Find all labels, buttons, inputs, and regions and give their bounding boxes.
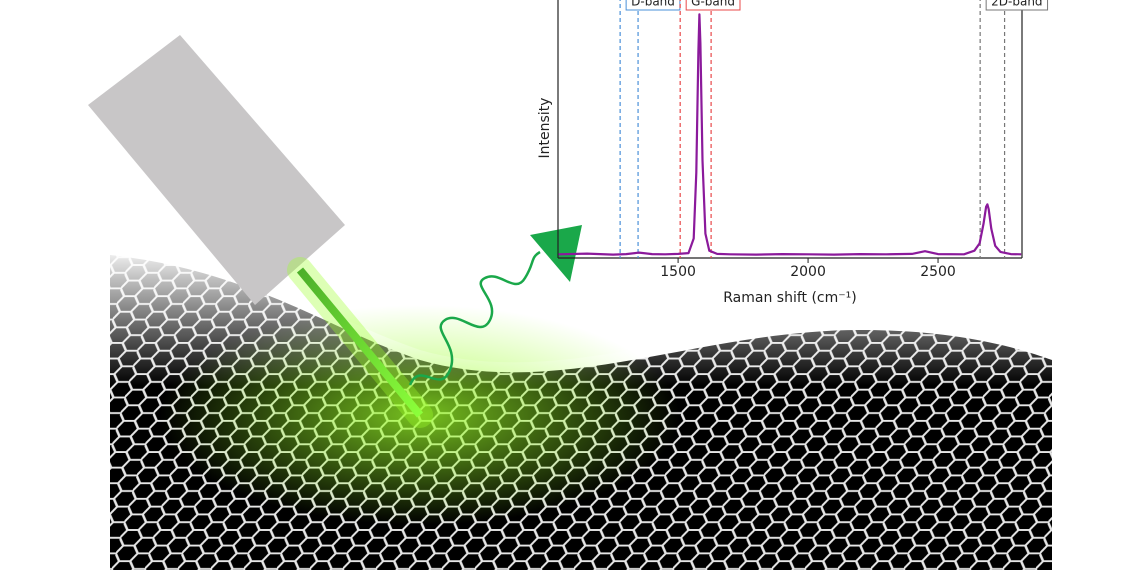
x-tick-label: 1500 [660,264,696,280]
band-label: G-band [691,0,735,9]
y-axis-label: Intensity [537,98,553,159]
spectrum-line [558,13,1022,256]
laser-beam [296,267,424,418]
band-label-box [985,0,1049,11]
band-label-box [685,0,741,11]
band-label: D-band [631,0,675,9]
x-axis-label: Raman shift (cm⁻¹) [723,290,856,306]
raman-chart: Intensity Raman shift (cm⁻¹) 1500 2000 250… [537,0,1049,306]
x-tick-label: 2000 [790,264,826,280]
band-label-box [625,0,681,11]
sheet-fade [110,245,1052,480]
wave-arrowhead [530,225,582,282]
x-tick-label: 2500 [920,264,956,280]
band-label: 2D-band [991,0,1042,9]
laser-source [88,35,345,305]
scattered-light-wave [408,250,541,386]
